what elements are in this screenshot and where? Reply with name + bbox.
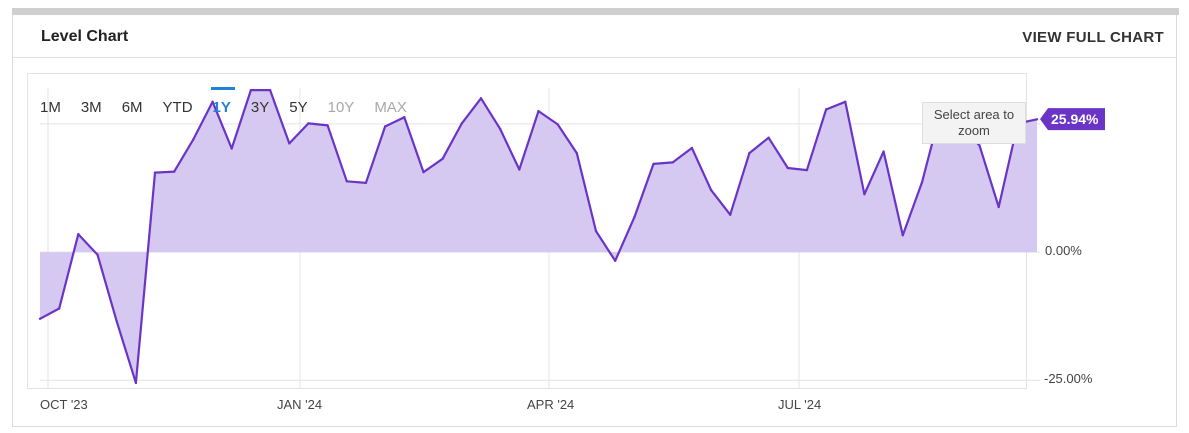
data-point-33 [671,161,674,164]
current-value-label: 25.94% [1051,111,1099,127]
range-button-1m[interactable]: 1M [40,99,61,116]
data-point-38 [767,136,770,139]
data-point-6 [153,171,157,174]
data-point-2 [77,233,80,236]
data-point-24 [499,127,502,131]
data-point-20 [422,170,425,174]
data-point-45 [901,234,904,237]
x-tick-label: JUL '24 [778,397,822,412]
range-button-5y[interactable]: 5Y [289,99,308,116]
current-value-badge [1040,108,1105,131]
data-point-44 [882,150,885,153]
data-point-15 [326,124,329,127]
data-point-29 [594,229,598,233]
top-accent-bar [12,8,1179,15]
data-point-42 [844,100,847,104]
x-tick-label: OCT '23 [40,397,88,412]
data-point-23 [479,97,483,100]
data-point-40 [805,168,809,172]
data-point-19 [403,116,406,119]
data-point-25 [518,168,521,171]
view-full-chart-link[interactable]: VIEW FULL CHART [1022,29,1164,46]
data-point-10 [230,147,233,150]
data-point-21 [441,157,444,160]
data-point-1 [58,307,61,310]
data-point-16 [345,180,348,183]
data-point-26 [537,109,540,113]
data-point-22 [460,122,463,125]
data-point-32 [652,162,655,166]
data-point-4 [115,320,118,323]
data-point-14 [307,122,310,125]
data-point-8 [192,138,195,141]
range-button-max: MAX [374,99,407,116]
x-tick-label: JAN '24 [277,397,323,412]
data-point-17 [364,181,368,185]
data-point-50 [997,205,1000,209]
range-button-3m[interactable]: 3M [80,99,102,116]
data-point-7 [173,170,176,173]
select-area-to-zoom-hint: Select area to zoom [922,102,1026,144]
range-selector: 1M 3M 6M YTD 1Y 3Y 5Y 10Y MAX [40,87,427,116]
range-button-1y[interactable]: 1Y [210,87,236,116]
range-button-6m[interactable]: 6M [121,99,143,116]
data-point-27 [556,123,559,126]
data-point-28 [575,151,578,155]
range-button-3y[interactable]: 3Y [250,99,270,116]
data-point-35 [709,188,713,192]
data-point-39 [786,166,789,170]
data-point-49 [978,144,981,147]
data-point-12 [268,88,272,92]
data-point-41 [824,108,828,111]
card-header: Level Chart VIEW FULL CHART [13,15,1176,58]
data-point-43 [863,193,866,196]
x-tick-label: APR '24 [527,397,575,412]
y-tick-label: 0.00% [1045,243,1082,259]
data-point-9 [211,100,214,104]
data-point-30 [614,259,617,262]
data-point-37 [748,151,751,155]
range-button-10y: 10Y [327,99,355,116]
data-point-52 [1035,118,1039,121]
data-point-31 [633,216,636,219]
card-title: Level Chart [41,28,129,45]
y-tick-label: -25.00% [1044,371,1093,387]
data-point-11 [249,88,253,92]
data-point-13 [288,142,291,145]
data-point-36 [729,213,732,216]
data-point-18 [383,125,387,128]
data-point-34 [690,146,694,150]
data-point-3 [96,253,99,256]
data-point-5 [134,381,138,385]
data-point-46 [920,181,924,184]
data-point-0 [38,317,42,320]
range-button-ytd[interactable]: YTD [162,99,193,116]
area-fill [40,90,1037,383]
